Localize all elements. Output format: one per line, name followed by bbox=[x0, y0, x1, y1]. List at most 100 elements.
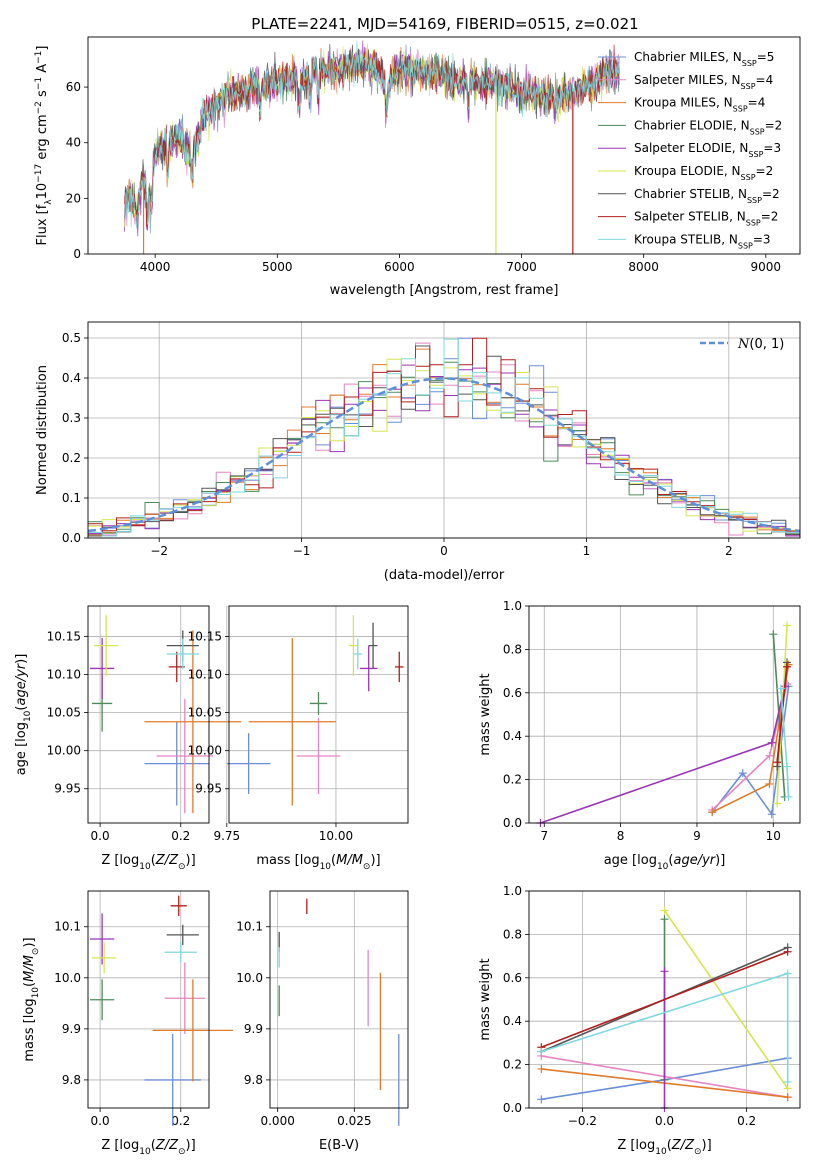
legend-label-sub: SSP bbox=[747, 195, 762, 204]
axes-frame bbox=[528, 605, 801, 824]
series-marker bbox=[783, 621, 792, 630]
data-point bbox=[144, 1033, 201, 1126]
tick-label-y: 40 bbox=[66, 136, 81, 150]
legend-label-sub: SSP bbox=[741, 81, 756, 90]
y-axis-label-part: 10 bbox=[31, 987, 41, 999]
tick-label-x: 4000 bbox=[140, 260, 171, 274]
legend-label: Kroupa ELODIE, NSSP=2 bbox=[634, 164, 773, 182]
legend-label-text: Kroupa ELODIE, N bbox=[634, 164, 741, 178]
x-axis-label: Z [log10(Z/Z⊙)] bbox=[617, 1138, 711, 1157]
x-axis-label: (data-model)/error bbox=[384, 568, 505, 583]
series-marker bbox=[769, 630, 778, 639]
tick-label-y: 0.3 bbox=[62, 411, 81, 425]
tick-label-y: 10.00 bbox=[188, 744, 222, 758]
mass-vs-EBV-panel: 0.000 0.025 9.8 9.9 10.0 10.1 E(B-V) bbox=[236, 890, 409, 1153]
series-marker bbox=[537, 1047, 546, 1056]
legend-label-text: Kroupa STELIB, N bbox=[634, 232, 738, 246]
tick-label-x: 9000 bbox=[751, 260, 782, 274]
y-axis-label-part: s bbox=[35, 90, 50, 101]
y-axis-label-part: ( bbox=[22, 982, 37, 987]
series-line bbox=[780, 688, 790, 798]
x-axis-label-part: Z/Z bbox=[155, 853, 179, 868]
series-line bbox=[663, 910, 789, 1089]
legend-label-value: =4 bbox=[756, 73, 774, 87]
legend-label-value: =2 bbox=[761, 210, 779, 224]
y-axis-label-part: mass [log bbox=[22, 998, 37, 1061]
series-marker bbox=[773, 758, 782, 767]
figure-title: PLATE=2241, MJD=54169, FIBERID=0515, z=0… bbox=[251, 15, 638, 33]
tick-label-y: 1.0 bbox=[503, 884, 522, 898]
x-axis-label: age [log10(age/yr)] bbox=[604, 853, 726, 872]
weight-vs-Z-panel: −0.2 0.0 0.2 0.0 0.2 0.4 0.6 0.8 1.0 Z [log10(Z/Z… bbox=[478, 884, 801, 1157]
data-point bbox=[152, 979, 234, 1082]
x-axis-label-part: age/yr bbox=[673, 853, 716, 868]
tick-label-x: 0.2 bbox=[737, 1114, 756, 1128]
series-kroupa-stelib bbox=[537, 969, 792, 1086]
legend-label-text: Kroupa MILES, N bbox=[634, 96, 733, 110]
series-salpeter-elodie bbox=[536, 682, 789, 827]
x-axis-label-part: 10 bbox=[655, 1147, 667, 1157]
y-axis-label-part: λ bbox=[44, 199, 54, 205]
legend-label: Salpeter MILES, NSSP=4 bbox=[634, 73, 773, 91]
legend-label-sub: SSP bbox=[746, 218, 761, 227]
legend-label: Kroupa MILES, NSSP=4 bbox=[634, 96, 765, 114]
series-line bbox=[540, 686, 786, 824]
y-axis-label-part: 10 bbox=[23, 710, 33, 722]
x-axis-label: wavelength [Angstrom, rest frame] bbox=[330, 283, 559, 298]
x-axis-label: mass [log10(M/M⊙)] bbox=[256, 853, 380, 872]
age-vs-mass-panel: 9.75 10.00 9.95 10.00 10.05 10.10 10.15 mass [l… bbox=[188, 605, 409, 872]
data-point bbox=[309, 692, 328, 715]
x-axis-label-part: )] bbox=[186, 853, 196, 868]
tick-label-x: −2 bbox=[150, 544, 168, 558]
axes-frame bbox=[228, 605, 409, 824]
data-point bbox=[353, 638, 363, 670]
legend-label-sub: SSP bbox=[750, 127, 765, 136]
legend-label: Chabrier MILES, NSSP=5 bbox=[634, 50, 774, 68]
tick-label-y: 0.4 bbox=[503, 729, 522, 743]
y-axis-label: mass [log10(M/M⊙)] bbox=[22, 937, 41, 1061]
series-marker bbox=[783, 947, 792, 956]
x-axis-label-part: ( bbox=[151, 853, 156, 868]
series-marker bbox=[660, 967, 669, 976]
series-kroupa-stelib bbox=[776, 684, 793, 801]
legend-label-sub: SSP bbox=[748, 150, 763, 159]
x-axis-label-part: 10 bbox=[139, 1147, 151, 1157]
x-axis-label-part: 10 bbox=[320, 862, 332, 872]
legend-label-text: Salpeter ELODIE, N bbox=[634, 141, 748, 155]
y-axis-label-part: erg cm bbox=[35, 114, 50, 163]
legend-label-value: =3 bbox=[763, 141, 781, 155]
y-axis-label-part: −17 bbox=[34, 164, 44, 183]
legend-label: Chabrier STELIB, NSSP=2 bbox=[634, 187, 780, 205]
tick-label-x: 10.00 bbox=[319, 829, 353, 843]
series-marker bbox=[708, 808, 717, 817]
x-axis-label-part: )] bbox=[702, 1138, 712, 1153]
tick-label-y: 0.2 bbox=[503, 773, 522, 787]
y-axis-label: mass weight bbox=[478, 958, 493, 1040]
series-kroupa-elodie bbox=[660, 906, 792, 1093]
tick-label-x: 0.000 bbox=[260, 1114, 294, 1128]
y-axis-label: age [log10(age/yr)] bbox=[14, 654, 33, 776]
tick-label-x: 0 bbox=[440, 544, 448, 558]
tick-label-y: 10.1 bbox=[54, 920, 81, 934]
y-axis-label-part: A bbox=[35, 64, 50, 77]
tick-label-y: 0.5 bbox=[62, 331, 81, 345]
series-marker bbox=[783, 1093, 792, 1102]
series-marker bbox=[537, 1064, 546, 1073]
x-axis-label-part: Z [log bbox=[101, 1138, 139, 1153]
legend-label-args: (0, 1) bbox=[749, 337, 784, 352]
legend-label-sub: SSP bbox=[733, 104, 748, 113]
series-marker bbox=[660, 906, 669, 915]
legend-label-text: Salpeter MILES, N bbox=[634, 73, 741, 87]
legend-label-text: Chabrier MILES, N bbox=[634, 50, 742, 64]
x-axis-label-part: ( bbox=[668, 853, 673, 868]
series-marker bbox=[767, 738, 776, 747]
x-axis-label: Z [log10(Z/Z⊙)] bbox=[101, 853, 195, 872]
series-marker bbox=[783, 969, 792, 978]
tick-label-y: 0.0 bbox=[503, 1101, 522, 1115]
data-point bbox=[90, 637, 115, 699]
y-axis-label-part: −1 bbox=[34, 77, 44, 90]
tick-label-x: 1 bbox=[583, 544, 591, 558]
series-salpeter-elodie bbox=[660, 967, 669, 1112]
tick-label-x: 2 bbox=[725, 544, 733, 558]
series-marker bbox=[783, 1077, 792, 1086]
